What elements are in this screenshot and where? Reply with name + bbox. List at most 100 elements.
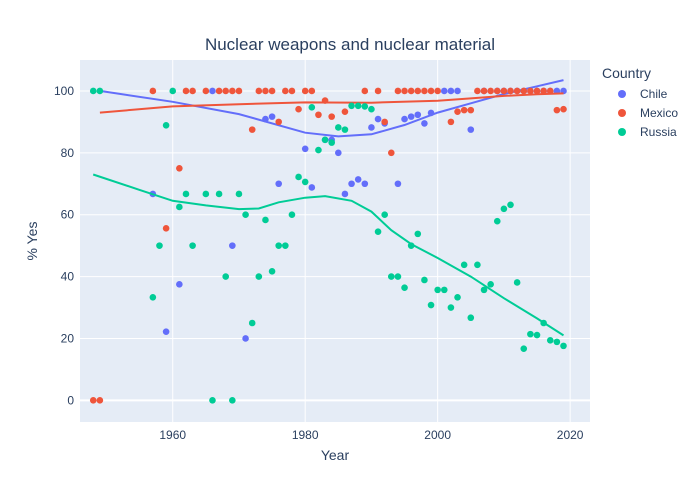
point-russia [275,242,283,249]
y-axis-title: % Yes [24,222,40,261]
point-chile [209,87,216,95]
point-russia [434,286,441,294]
series-mexico [89,87,567,404]
point-chile [440,87,448,95]
point-mexico [149,87,157,95]
point-mexico [162,225,170,232]
point-russia [381,211,388,219]
point-chile [447,87,455,95]
point-russia [182,190,190,198]
y-tick-label: 100 [54,84,74,98]
legend-marker-mexico [618,109,626,117]
point-russia [321,136,329,144]
point-chile [275,180,283,188]
point-mexico [527,87,534,95]
point-russia [487,281,494,288]
point-mexico [421,87,428,95]
point-chile [454,87,461,95]
point-mexico [89,397,97,404]
trendline-mexico [99,92,564,114]
point-mexico [447,118,455,126]
point-russia [262,216,269,224]
point-mexico [275,118,283,126]
x-axis-title: Year [321,447,350,463]
point-chile [361,180,369,188]
chart-title: Nuclear weapons and nuclear material [205,35,495,54]
point-chile [374,115,382,123]
point-mexico [288,87,296,95]
point-mexico [414,87,422,95]
legend-label-mexico: Mexico [640,106,678,120]
point-mexico [222,87,230,95]
point-mexico [546,87,554,95]
point-russia [394,273,402,280]
point-mexico [282,87,289,95]
point-mexico [560,105,567,113]
point-russia [493,217,501,225]
legend-item-russia[interactable]: Russia [618,125,677,139]
point-russia [288,211,296,219]
point-russia [500,205,508,213]
point-mexico [262,87,269,95]
point-russia [414,230,422,238]
point-chile [368,124,375,131]
y-tick-label: 60 [61,208,75,222]
point-russia [308,104,316,111]
y-tick-label: 20 [61,331,75,345]
point-chile [467,126,475,133]
point-russia [242,211,249,219]
point-russia [374,228,382,236]
point-chile [162,328,170,335]
point-mexico [407,87,415,95]
point-russia [222,273,230,280]
point-russia [162,121,170,129]
point-chile [308,184,316,191]
legend[interactable]: Country Chile Mexico Russia [602,65,678,139]
point-russia [527,330,534,338]
point-mexico [467,106,475,114]
point-chile [421,120,428,127]
point-russia [513,279,521,286]
point-russia [368,105,375,113]
point-russia [447,304,455,311]
point-russia [480,286,488,294]
point-mexico [268,87,276,95]
point-mexico [454,108,461,115]
legend-item-chile[interactable]: Chile [618,87,668,101]
point-russia [560,342,567,350]
point-chile [341,190,349,198]
point-russia [176,203,183,211]
point-russia [295,173,302,181]
point-russia [454,294,461,301]
point-russia [553,338,561,346]
point-mexico [315,111,322,119]
legend-item-mexico[interactable]: Mexico [618,106,678,120]
point-russia [467,314,475,322]
point-mexico [493,87,501,95]
point-chile [401,115,408,123]
legend-marker-chile [618,90,626,98]
point-mexico [235,87,243,95]
point-chile [414,111,422,119]
point-chile [354,176,362,183]
point-mexico [381,118,388,126]
point-chile [394,180,402,188]
point-russia [361,103,369,110]
point-mexico [182,87,190,95]
point-mexico [248,126,256,133]
point-russia [149,294,157,301]
legend-marker-russia [618,128,626,136]
point-mexico [341,108,349,115]
point-mexico [189,87,196,95]
point-chile [335,149,342,157]
point-mexico [255,87,263,95]
point-chile [268,113,276,120]
legend-label-russia: Russia [640,125,677,139]
point-russia [156,242,163,249]
point-chile [229,242,236,249]
point-russia [328,139,335,146]
point-mexico [480,87,488,95]
point-russia [533,331,541,339]
x-tick-labels: 1960 1980 2000 2020 [159,428,583,442]
